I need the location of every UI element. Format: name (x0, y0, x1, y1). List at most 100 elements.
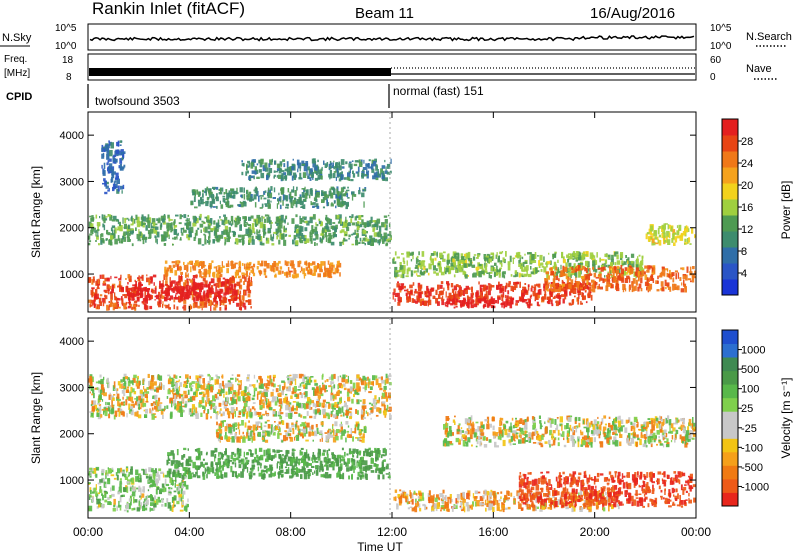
noise-right-tick-bottom: 10^0 (710, 41, 732, 52)
colorbar-segment (722, 343, 738, 358)
data-region-7 (241, 158, 392, 182)
data-region-12 (645, 223, 696, 246)
colorbar-tick-label: 20 (741, 180, 753, 192)
data-region-11 (544, 264, 696, 293)
colorbar-tick-label: 4 (741, 268, 747, 280)
colorbar-segment (722, 119, 738, 136)
freq-tick-bottom: 8 (66, 72, 72, 83)
colorbar-segment (722, 465, 738, 480)
velocity-colorbar-title: Velocity [m s⁻¹] (779, 377, 793, 458)
freq-label: Freq. (4, 54, 27, 65)
data-region-5 (190, 186, 367, 210)
x-axis-label: Time UT (357, 540, 403, 554)
nave-tick-bottom: 0 (710, 72, 716, 83)
data-region-6 (101, 140, 126, 195)
power-colorbar: 4 8 12 16 20 24 28 Power [dB] (721, 118, 793, 296)
time-tick-label: 12:00 (377, 525, 407, 539)
time-tick-label: 20:00 (580, 525, 610, 539)
cpid-label: CPID (6, 91, 32, 103)
colorbar-segment (722, 424, 738, 439)
colorbar-tick-label: 1000 (741, 345, 765, 357)
colorbar-segment (722, 438, 738, 453)
colorbar-segment (722, 167, 738, 184)
power-data-layer (88, 140, 696, 311)
time-tick-label: 00:00 (681, 525, 711, 539)
data-region-9 (444, 297, 531, 309)
data-region-2 (166, 447, 391, 480)
x-axis: 00:00 04:00 08:00 12:00 16:00 20:00 00:00 (73, 112, 711, 539)
colorbar-tick-label: 100 (741, 384, 759, 396)
noise-right-tick-top: 10^5 (710, 23, 732, 34)
colorbar-segment (722, 215, 738, 232)
range-tick-label: 4000 (60, 336, 84, 348)
colorbar-segment (722, 384, 738, 399)
beam-title: Beam 11 (355, 5, 414, 22)
colorbar-segment (722, 451, 738, 466)
cpid-mode-1: twofsound 3503 (95, 94, 180, 108)
velocity-data-layer (88, 373, 696, 513)
colorbar-segment (722, 231, 738, 248)
freq-panel: Freq. [MHz] 18 8 60 0 Nave (4, 53, 778, 83)
power-yaxis-label: Slant Range [km] (29, 166, 43, 258)
colorbar-segment (722, 279, 738, 296)
date-title: 16/Aug/2016 (590, 5, 675, 22)
colorbar-segment (722, 330, 738, 344)
colorbar-tick-label: 28 (741, 136, 753, 148)
data-region-3 (164, 260, 342, 279)
data-region-10 (392, 251, 645, 279)
colorbar-tick-label: 12 (741, 224, 753, 236)
time-tick-label: 08:00 (276, 525, 306, 539)
colorbar-tick-label: -1000 (741, 481, 769, 493)
time-tick-label: 04:00 (174, 525, 204, 539)
velocity-colorbar: -1000 -500 -100 -25 25 100 500 1000 Velocity [m… (721, 329, 793, 507)
time-tick-label: 00:00 (73, 525, 103, 539)
data-region-2 (126, 281, 238, 302)
colorbar-segment (722, 135, 738, 152)
data-region-4 (88, 213, 392, 247)
colorbar-segment (722, 357, 738, 372)
range-tick-label: 2000 (60, 429, 84, 441)
colorbar-tick-label: 25 (741, 403, 753, 415)
data-region-7 (442, 415, 696, 448)
colorbar-segment (722, 478, 738, 493)
colorbar-tick-label: -25 (741, 423, 757, 435)
colorbar-segment (722, 183, 738, 200)
cpid-mode-2: normal (fast) 151 (393, 84, 484, 98)
colorbar-segment (722, 199, 738, 216)
data-region-4 (88, 373, 392, 420)
colorbar-tick-label: -100 (741, 442, 763, 454)
colorbar-segment (722, 411, 738, 426)
range-tick-label: 4000 (60, 130, 84, 142)
nave-tick-top: 60 (710, 55, 722, 66)
nave-label: Nave (746, 63, 772, 75)
power-panel: 1000 2000 3000 4000 Slant Range [km] (29, 111, 697, 313)
noise-left-tick-bottom: 10^0 (55, 41, 77, 52)
time-tick-label: 16:00 (478, 525, 508, 539)
range-tick-label: 3000 (60, 176, 84, 188)
colorbar-tick-label: 500 (741, 364, 759, 376)
colorbar-tick-label: 24 (741, 158, 753, 170)
power-colorbar-title: Power [dB] (779, 181, 793, 240)
noise-right-label: N.Search (746, 31, 792, 43)
noise-panel: N.Sky 10^5 10^0 10^5 10^0 N.Search (0, 23, 792, 52)
colorbar-segment (722, 151, 738, 168)
freq-trace-block (89, 68, 391, 76)
freq-tick-top: 18 (62, 55, 74, 66)
colorbar-segment (722, 492, 738, 507)
station-title: Rankin Inlet (fitACF) (92, 0, 245, 18)
colorbar-tick-label: -500 (741, 462, 763, 474)
colorbar-segment (722, 247, 738, 264)
noise-trace (89, 35, 695, 42)
noise-left-label: N.Sky (2, 32, 32, 44)
colorbar-tick-label: 8 (741, 246, 747, 258)
cpid-panel: CPID twofsound 3503 normal (fast) 151 (6, 84, 484, 108)
data-region-3 (215, 419, 367, 443)
colorbar-segment (722, 370, 738, 385)
range-tick-label: 2000 (60, 223, 84, 235)
range-tick-label: 1000 (60, 269, 84, 281)
velocity-yaxis-label: Slant Range [km] (29, 372, 43, 464)
range-tick-label: 1000 (60, 475, 84, 487)
range-tick-label: 3000 (60, 382, 84, 394)
colorbar-tick-label: 16 (741, 202, 753, 214)
